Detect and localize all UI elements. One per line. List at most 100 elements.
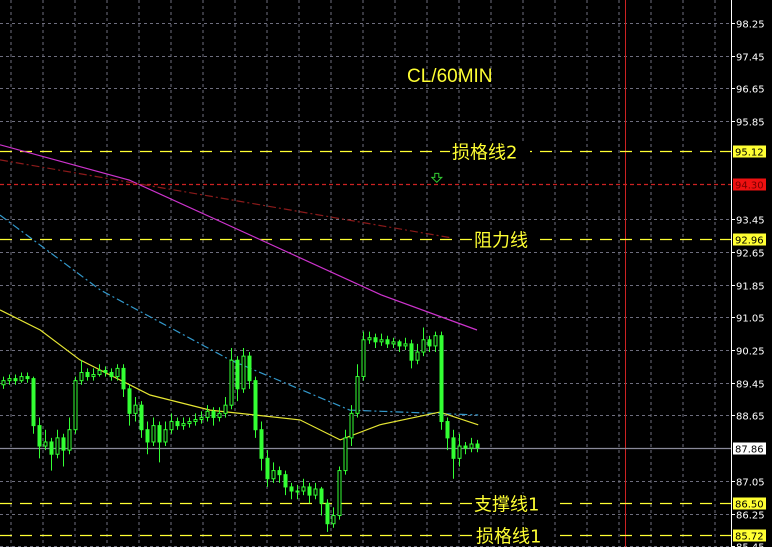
candle-body (313, 488, 318, 496)
candle (31, 376, 36, 434)
y-tick-label: 90.25 (736, 347, 765, 358)
price-tag: 95.12 (735, 148, 764, 159)
candle-body (421, 339, 426, 353)
candle (13, 374, 18, 385)
candle-body (229, 359, 234, 406)
candle (457, 433, 462, 467)
candle (343, 429, 348, 475)
candle (367, 331, 372, 344)
y-tick-label: 88.65 (736, 412, 765, 423)
candle-body (211, 410, 216, 418)
level-label: 损格线1 (476, 527, 541, 547)
candle (475, 439, 480, 453)
candle (265, 450, 270, 487)
candle-body (337, 470, 342, 517)
candles (1, 172, 480, 532)
candle-body (319, 488, 324, 504)
candle-body (295, 490, 300, 493)
candle (181, 417, 186, 430)
candle (217, 407, 222, 422)
candle (295, 484, 300, 500)
level-label: 阻力线 (474, 231, 528, 252)
price-tag-bg (733, 233, 766, 246)
candle (307, 482, 312, 504)
candle (223, 397, 228, 418)
candle (199, 411, 204, 424)
y-tick-label: 91.85 (736, 282, 765, 293)
candle (151, 417, 156, 447)
price-tag: 87.86 (735, 445, 764, 456)
candle-body (271, 470, 276, 480)
candle (49, 437, 54, 471)
candle-body (415, 351, 420, 361)
candle (337, 466, 342, 520)
y-tick-label: 91.05 (736, 314, 765, 325)
candle-body (409, 343, 414, 361)
candle-body (475, 443, 480, 449)
price-tag: 86.50 (735, 500, 764, 511)
candle (403, 337, 408, 350)
candle (55, 429, 60, 459)
candle (283, 470, 288, 496)
candle-body (85, 371, 90, 378)
candle-body (283, 474, 288, 488)
candle (37, 417, 42, 459)
candle-body (187, 421, 192, 425)
candle (259, 421, 264, 471)
candle-body (433, 335, 438, 347)
candle-body (49, 441, 54, 455)
candle (187, 417, 192, 428)
candle-body (7, 378, 12, 382)
candle-body (373, 337, 378, 343)
candle-body (157, 425, 162, 443)
candle (409, 339, 414, 369)
candle (205, 405, 210, 422)
candle-body (343, 437, 348, 472)
candle (289, 482, 294, 500)
candle-body (451, 437, 456, 459)
candle-body (1, 380, 6, 386)
candle-body (43, 441, 48, 447)
candle (463, 441, 468, 455)
level-label-bg (472, 493, 552, 514)
candle (379, 333, 384, 346)
candle (103, 366, 108, 377)
candle-body (235, 359, 240, 390)
candle-body (307, 486, 312, 496)
level-label-bg (472, 229, 533, 250)
candle (373, 333, 378, 348)
candle-body (67, 429, 72, 451)
candle-body (385, 339, 390, 345)
arrow-down-icon (430, 172, 444, 184)
candle-body (379, 339, 384, 343)
candle-body (115, 367, 120, 378)
candle (235, 356, 240, 402)
price-tag-bg (733, 442, 766, 455)
candle-body (403, 343, 408, 347)
y-tick-label: 85.45 (736, 543, 765, 547)
level-label: 损格线2 (452, 143, 517, 164)
candle (121, 364, 126, 398)
y-tick-label: 96.65 (736, 85, 765, 96)
candle (301, 478, 306, 496)
candle-body (247, 355, 252, 382)
candle-body (217, 412, 222, 418)
chart-title: CL/60MIN (407, 66, 493, 87)
candle-body (205, 410, 210, 418)
candle (7, 374, 12, 385)
candle-body (349, 412, 354, 439)
level-label-bg (450, 141, 530, 162)
price-tag-bg (733, 529, 766, 542)
candle (85, 368, 90, 381)
y-tick-label: 86.25 (736, 511, 765, 522)
candle-body (469, 443, 474, 449)
candle (211, 407, 216, 426)
candle (397, 339, 402, 353)
candle (73, 376, 78, 434)
candle-body (121, 367, 126, 390)
indicator-lines (0, 144, 479, 441)
price-axis: 98.25 97.45 96.65 95.85 93.45 92.65 91.85 91.05… (731, 0, 766, 547)
candle (109, 368, 114, 381)
candle-body (175, 421, 180, 427)
